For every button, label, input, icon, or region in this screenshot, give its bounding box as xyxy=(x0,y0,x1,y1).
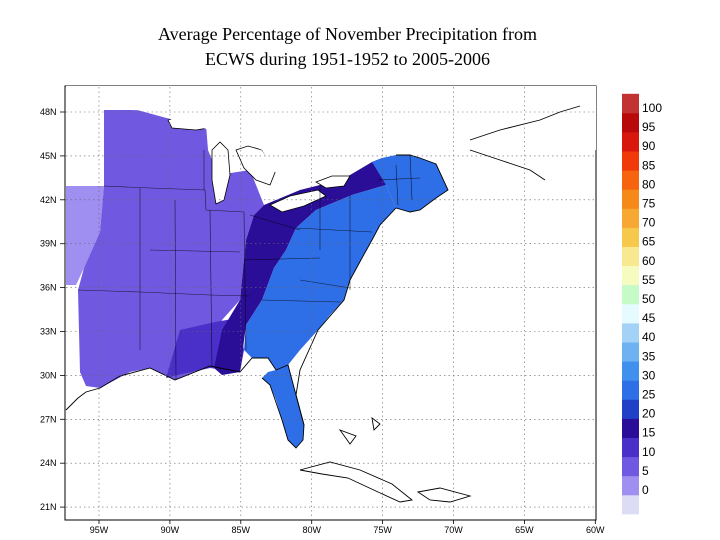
latitude-tick-label: 39N xyxy=(40,239,57,249)
longitude-tick-label: 75W xyxy=(373,525,392,535)
colorbar-swatch xyxy=(622,475,639,496)
longitude-tick-label: 70W xyxy=(444,525,463,535)
map-title: Average Percentage of November Precipita… xyxy=(40,22,655,72)
colorbar-label: 95 xyxy=(642,120,656,134)
colorbar-swatch xyxy=(622,399,639,419)
colorbar-label: 55 xyxy=(642,273,656,287)
colorbar-label: 80 xyxy=(642,177,656,191)
longitude-tick-label: 65W xyxy=(515,525,534,535)
canada-land xyxy=(66,86,596,182)
colorbar-label: 5 xyxy=(642,464,649,478)
graticule xyxy=(66,87,596,519)
colorbar xyxy=(622,93,639,515)
longitude-ticks: 95W 90W 85W 80W 75W 70W 65W 60W xyxy=(90,520,605,535)
colorbar-swatch xyxy=(622,303,639,324)
latitude-tick-label: 30N xyxy=(40,370,57,380)
colorbar-label: 60 xyxy=(642,254,656,268)
colorbar-swatch xyxy=(622,437,639,458)
colorbar-label: 65 xyxy=(642,235,656,249)
colorbar-swatch xyxy=(622,361,639,381)
longitude-tick-label: 85W xyxy=(232,525,251,535)
longitude-tick-label: 60W xyxy=(586,525,605,535)
colorbar-swatch xyxy=(622,380,639,400)
latitude-tick-label: 21N xyxy=(40,502,57,512)
colorbar-label: 25 xyxy=(642,388,656,402)
colorbar-swatch xyxy=(622,170,639,190)
colorbar-swatch xyxy=(622,323,639,343)
colorbar-label: 30 xyxy=(642,368,656,382)
colorbar-label: 20 xyxy=(642,407,656,421)
colorbar-swatch xyxy=(622,494,639,515)
colorbar-label: 50 xyxy=(642,292,656,306)
colorbar-swatch xyxy=(622,265,639,286)
latitude-tick-label: 42N xyxy=(40,195,57,205)
latitude-tick-label: 45N xyxy=(40,151,57,161)
colorbar-swatch xyxy=(622,189,639,209)
colorbar-swatch xyxy=(622,284,639,305)
longitude-tick-label: 90W xyxy=(161,525,180,535)
colorbar-label: 70 xyxy=(642,216,656,230)
region-new-england xyxy=(372,155,448,212)
colorbar-swatch xyxy=(622,151,639,171)
colorbar-swatch xyxy=(622,227,639,247)
map-title-line-2: ECWS during 1951-1952 to 2005-2006 xyxy=(205,49,490,69)
colorbar-swatch xyxy=(622,456,639,477)
latitude-tick-label: 24N xyxy=(40,458,57,468)
colorbar-label: 40 xyxy=(642,330,656,344)
colorbar-labels: 1009590858075706560555045403530252015105… xyxy=(642,101,662,497)
region-ohio-valley-southeast xyxy=(214,158,386,375)
latitude-tick-label: 36N xyxy=(40,283,57,293)
colorbar-label: 15 xyxy=(642,426,656,440)
latitude-ticks: 48N 45N 42N 39N 36N 33N 30N 27N 24N 21N xyxy=(40,107,65,512)
colorbar-swatch xyxy=(622,342,639,362)
latitude-tick-label: 27N xyxy=(40,414,57,424)
longitude-tick-label: 80W xyxy=(302,525,321,535)
colorbar-label: 75 xyxy=(642,197,656,211)
colorbar-label: 0 xyxy=(642,483,649,497)
colorbar-label: 35 xyxy=(642,349,656,363)
colorbar-label: 90 xyxy=(642,139,656,153)
colorbar-label: 85 xyxy=(642,158,656,172)
latitude-tick-label: 33N xyxy=(40,327,57,337)
state-boundaries xyxy=(77,150,421,381)
region-great-plains-west xyxy=(66,186,104,285)
longitude-tick-label: 95W xyxy=(90,525,109,535)
latitude-tick-label: 48N xyxy=(40,107,57,117)
colorbar-swatch xyxy=(622,208,639,228)
colorbar-swatch xyxy=(622,246,639,267)
colorbar-swatch xyxy=(622,112,639,133)
colorbar-swatch xyxy=(622,132,639,152)
colorbar-swatch xyxy=(622,93,639,114)
colorbar-label: 45 xyxy=(642,311,656,325)
colorbar-label: 100 xyxy=(642,101,662,115)
colorbar-swatch xyxy=(622,418,639,438)
coastline xyxy=(65,105,581,503)
colorbar-label: 10 xyxy=(642,445,656,459)
map-title-line-1: Average Percentage of November Precipita… xyxy=(157,24,537,44)
